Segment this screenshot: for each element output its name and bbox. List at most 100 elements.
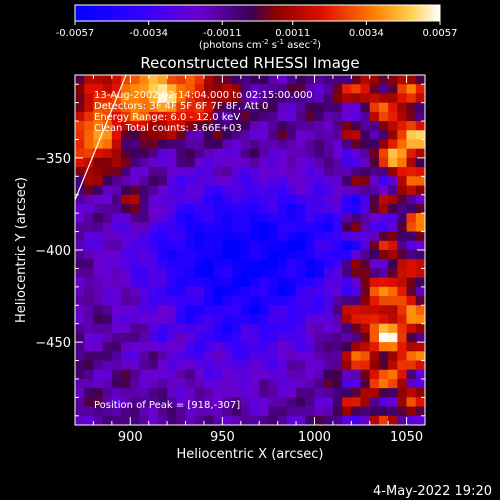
heatmap-cell [378, 388, 389, 398]
heatmap-cell [231, 296, 242, 306]
heatmap-cell [93, 93, 104, 104]
heatmap-cell [415, 176, 425, 187]
heatmap-cell [397, 250, 408, 260]
heatmap-cell [213, 268, 223, 279]
heatmap-cell [268, 240, 279, 251]
heatmap-cell [415, 323, 425, 334]
heatmap-cell [222, 102, 233, 113]
heatmap-cell [305, 148, 316, 159]
heatmap-cell [369, 351, 380, 362]
heatmap-cell [332, 415, 343, 425]
heatmap-cell [203, 415, 214, 425]
heatmap-cell [130, 323, 141, 334]
heatmap-cell [203, 148, 214, 159]
heatmap-cell [277, 203, 288, 214]
heatmap-cell [213, 102, 223, 113]
heatmap-cell [240, 130, 251, 141]
heatmap-cell [369, 176, 380, 187]
heatmap-cell [194, 93, 205, 104]
heatmap-cell [342, 286, 352, 297]
heatmap-cell [231, 93, 242, 104]
heatmap-cell [250, 240, 260, 251]
heatmap-cell [277, 332, 288, 343]
heatmap-cell [342, 231, 352, 242]
heatmap-cell [167, 314, 177, 325]
heatmap-cell [342, 351, 352, 362]
heatmap-cell [231, 378, 242, 389]
heatmap-cell [360, 332, 371, 343]
heatmap-cell [139, 121, 150, 131]
heatmap-cell [176, 250, 187, 260]
heatmap-cell [305, 378, 316, 389]
heatmap-cell [111, 176, 122, 187]
heatmap-cell [259, 203, 270, 214]
heatmap-cell [84, 203, 95, 214]
heatmap-cell [286, 286, 297, 297]
heatmap-cell [84, 277, 95, 288]
heatmap-cell [231, 102, 242, 113]
heatmap-cell [351, 222, 362, 233]
heatmap-cell [213, 121, 223, 131]
heatmap-cell [314, 93, 325, 104]
heatmap-cell [250, 323, 260, 334]
heatmap-cell [194, 342, 205, 352]
heatmap-cell [102, 240, 113, 251]
heatmap-cell [84, 148, 95, 159]
heatmap-cell [84, 84, 95, 95]
heatmap-cell [231, 167, 242, 177]
heatmap-cell [185, 167, 196, 177]
heatmap-cell [84, 351, 95, 362]
heatmap-cell [222, 305, 233, 316]
heatmap-cell [369, 277, 380, 288]
heatmap-cell [185, 314, 196, 325]
heatmap-cell [185, 130, 196, 141]
heatmap-cell [296, 185, 306, 196]
heatmap-cell [351, 259, 362, 270]
heatmap-cell [397, 185, 408, 196]
heatmap-cell [176, 268, 187, 279]
heatmap-cell [378, 139, 389, 150]
heatmap-cell [360, 203, 371, 214]
heatmap-cell [406, 111, 417, 122]
heatmap-cell [415, 250, 425, 260]
heatmap-cell [360, 213, 371, 223]
heatmap-cell [259, 296, 270, 306]
heatmap-cell [157, 139, 168, 150]
heatmap-cell [93, 286, 104, 297]
heatmap-cell [286, 93, 297, 104]
heatmap-cell [93, 342, 104, 352]
heatmap-cell [185, 342, 196, 352]
heatmap-cell [378, 167, 389, 177]
heatmap-cell [250, 415, 260, 425]
heatmap-cell [296, 277, 306, 288]
heatmap-cell [222, 286, 233, 297]
heatmap-cell [121, 231, 131, 242]
heatmap-cell [342, 250, 352, 260]
heatmap-cell [222, 75, 233, 85]
heatmap-cell [286, 323, 297, 334]
heatmap-cell [130, 277, 141, 288]
heatmap-cell [332, 102, 343, 113]
heatmap-cell [259, 314, 270, 325]
footer-timestamp: 4-May-2022 19:20 [373, 484, 492, 499]
heatmap-cell [240, 406, 251, 417]
heatmap-cell [415, 342, 425, 352]
heatmap-cell [222, 268, 233, 279]
heatmap-cell [148, 240, 159, 251]
heatmap-cell [360, 231, 371, 242]
heatmap-cell [75, 157, 85, 168]
heatmap-cell [102, 342, 113, 352]
heatmap-cell [277, 378, 288, 389]
heatmap-cell [277, 139, 288, 150]
heatmap-cell [314, 351, 325, 362]
heatmap-cell [286, 130, 297, 141]
heatmap-cell [222, 203, 233, 214]
heatmap-cell [102, 305, 113, 316]
heatmap-cell [84, 93, 95, 104]
heatmap-cell [222, 296, 233, 306]
heatmap-cell [406, 360, 417, 371]
heatmap-cell [194, 185, 205, 196]
heatmap-cell [314, 75, 325, 85]
heatmap-cell [102, 314, 113, 325]
heatmap-cell [323, 176, 334, 187]
